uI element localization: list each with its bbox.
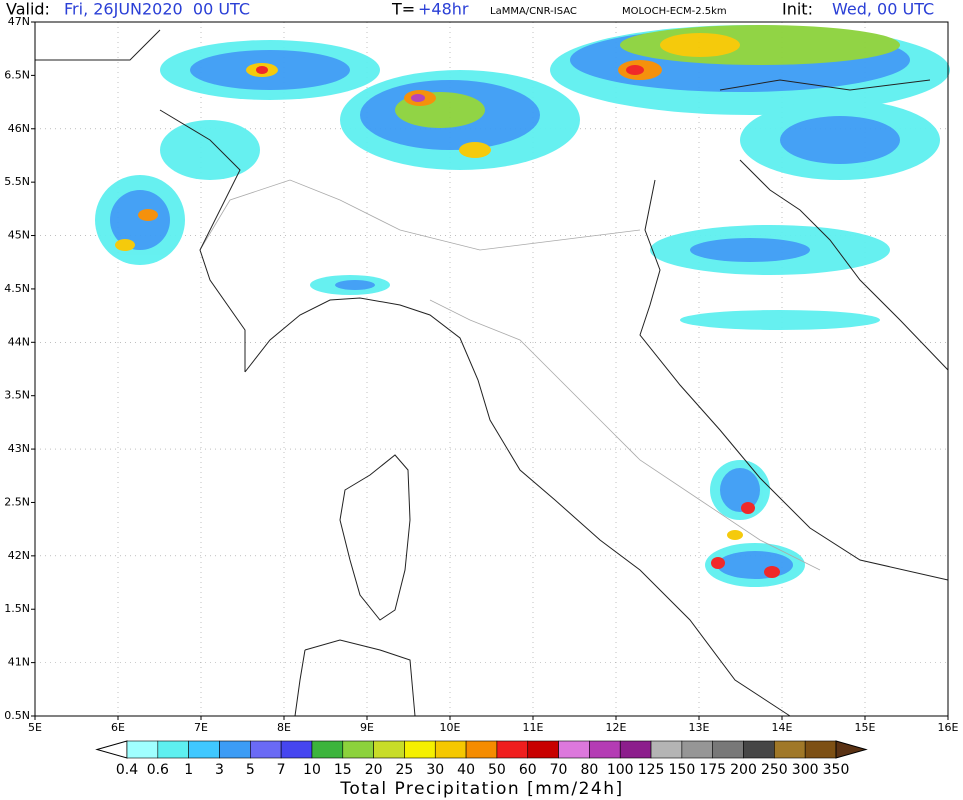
lat-label: 44N [8, 335, 30, 348]
lead-time: +48hr [418, 0, 469, 19]
lat-label: 2.5N [4, 495, 30, 508]
map: 5E 6E 7E 8E 9E 10E 11E 12E 13E 14E 15E 16E 47N 6.5N 46… [4, 15, 958, 734]
lat-label: 3.5N [4, 389, 30, 402]
colorbar: 0.4 0.6 1 3 5 7 10 15 20 25 30 40 50 60 70 80 100 125 150 1… [95, 740, 868, 778]
lon-label: 9E [360, 721, 374, 734]
source: LaMMA/CNR-ISAC [490, 6, 577, 17]
valid-date: Fri, 26JUN2020 00 UTC [64, 0, 250, 19]
lat-label: 46N [8, 122, 30, 135]
colorbar-label: 250 [761, 762, 788, 778]
lon-label: 5E [28, 721, 42, 734]
lat-label: 42N [8, 549, 30, 562]
colorbar-label: 150 [669, 762, 696, 778]
init-label: Init: [782, 0, 813, 19]
lat-label: 45N [8, 229, 30, 242]
lat-label: 1.5N [4, 602, 30, 615]
model: MOLOCH-ECM-2.5km [622, 6, 727, 17]
colorbar-label: 70 [550, 762, 568, 778]
colorbar-label: 80 [580, 762, 598, 778]
lat-label: 0.5N [4, 709, 30, 722]
colorbar-label: 25 [396, 762, 414, 778]
precipitation-field [95, 25, 950, 587]
lat-label: 4.5N [4, 282, 30, 295]
lon-label: 12E [606, 721, 627, 734]
colorbar-box [804, 740, 837, 759]
colorbar-label: 300 [792, 762, 819, 778]
init-time: Wed, 00 UTC [832, 0, 934, 19]
lon-label: 7E [194, 721, 208, 734]
lon-label: 16E [938, 721, 959, 734]
lon-label: 15E [855, 721, 876, 734]
colorbar-label: 175 [699, 762, 726, 778]
axis-labels: 5E 6E 7E 8E 9E 10E 11E 12E 13E 14E 15E 16E 47N 6.5N 46… [4, 15, 958, 734]
lat-label: 6.5N [4, 68, 30, 81]
lat-label: 43N [8, 442, 30, 455]
lon-label: 14E [772, 721, 793, 734]
colorbar-title: Total Precipitation [mm/24h] [339, 779, 623, 799]
valid-label: Valid: [6, 0, 50, 19]
colorbar-label: 40 [457, 762, 475, 778]
colorbar-box [527, 740, 559, 759]
colorbar-label: 50 [488, 762, 506, 778]
colorbar-box [250, 740, 282, 759]
lon-label: 10E [440, 721, 461, 734]
colorbar-high-arrow [835, 740, 868, 759]
colorbar-box [774, 740, 806, 759]
colorbar-label: 0.4 [116, 762, 138, 778]
colorbar-label: 350 [823, 762, 850, 778]
colorbar-low-arrow [95, 740, 128, 759]
colorbar-label: 15 [334, 762, 352, 778]
colorbar-label: 10 [303, 762, 321, 778]
colorbar-box [743, 740, 775, 759]
colorbar-label: 7 [277, 762, 286, 778]
coastlines [35, 29, 949, 717]
colorbar-label: 200 [730, 762, 757, 778]
colorbar-box [434, 740, 467, 759]
colorbar-label: 30 [426, 762, 444, 778]
colorbar-label: 1 [184, 762, 193, 778]
colorbar-label: 60 [519, 762, 537, 778]
colorbar-box [157, 740, 189, 759]
colorbar-box [126, 740, 159, 759]
colorbar-label: 125 [638, 762, 665, 778]
colorbar-box [465, 740, 498, 759]
colorbar-label: 0.6 [147, 762, 169, 778]
lat-label: 5.5N [4, 175, 30, 188]
colorbar-box [373, 740, 405, 759]
colorbar-box [342, 740, 374, 759]
colorbar-box [188, 740, 220, 759]
colorbar-label: 3 [215, 762, 224, 778]
colorbar-box [619, 740, 652, 759]
lat-label: 41N [8, 656, 30, 669]
colorbar-box [558, 740, 590, 759]
lead-label: T= [391, 0, 415, 19]
lon-label: 8E [277, 721, 291, 734]
colorbar-box [311, 740, 344, 759]
lon-label: 6E [111, 721, 125, 734]
colorbar-box [681, 740, 713, 759]
colorbar-label: 20 [365, 762, 383, 778]
colorbar-box [280, 740, 313, 759]
colorbar-box [712, 740, 744, 759]
lat-label: 47N [8, 15, 30, 28]
lon-label: 11E [523, 721, 544, 734]
colorbar-box [650, 740, 683, 759]
map-frame [34, 21, 949, 717]
colorbar-box [589, 740, 621, 759]
colorbar-label: 100 [607, 762, 634, 778]
colorbar-box [404, 740, 436, 759]
colorbar-label: 5 [246, 762, 255, 778]
colorbar-box [219, 740, 251, 759]
lon-label: 13E [689, 721, 710, 734]
colorbar-box [496, 740, 529, 759]
